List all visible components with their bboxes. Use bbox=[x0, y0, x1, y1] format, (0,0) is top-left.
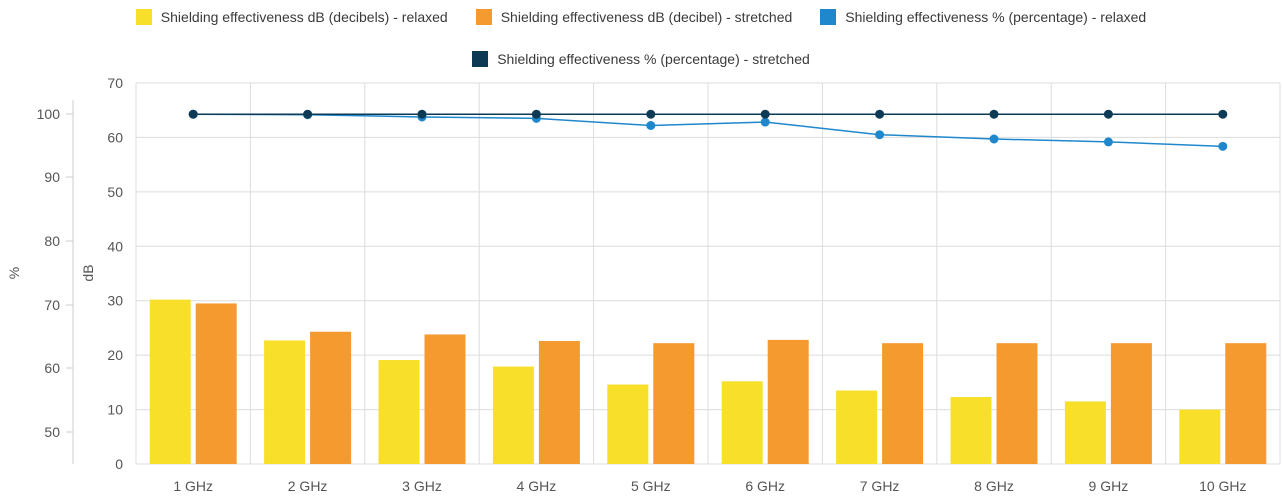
bar-db-stretched-5 bbox=[653, 343, 695, 464]
point-pct-relaxed-9 bbox=[1103, 137, 1113, 147]
point-pct-relaxed-6 bbox=[760, 117, 770, 127]
pct-tick-label-1: 60 bbox=[44, 360, 60, 376]
bar-db-relaxed-6 bbox=[721, 381, 763, 464]
legend-item-db-relaxed[interactable]: Shielding effectiveness dB (decibels) - … bbox=[135, 9, 448, 25]
point-pct-relaxed-7 bbox=[875, 130, 885, 140]
point-pct-relaxed-10 bbox=[1218, 141, 1228, 151]
db-tick-label-3: 30 bbox=[107, 293, 123, 309]
bar-db-relaxed-1 bbox=[149, 299, 191, 464]
legend-label-db-relaxed: Shielding effectiveness dB (decibels) - … bbox=[160, 9, 448, 25]
legend-swatch-db-stretched bbox=[475, 9, 492, 25]
legend-row-1: Shielding effectiveness dB (decibels) - … bbox=[0, 9, 1282, 25]
bar-db-relaxed-5 bbox=[607, 384, 649, 464]
legend-label-pct-stretched: Shielding effectiveness % (percentage) -… bbox=[497, 51, 810, 67]
db-tick-label-1: 10 bbox=[107, 402, 123, 418]
point-pct-stretched-7 bbox=[875, 109, 885, 119]
legend-swatch-pct-stretched bbox=[472, 51, 489, 67]
bar-db-stretched-9 bbox=[1110, 343, 1152, 464]
line-pct-relaxed bbox=[193, 113, 1223, 148]
pct-tick-label-4: 90 bbox=[44, 169, 60, 185]
point-pct-stretched-3 bbox=[417, 109, 427, 119]
bar-db-stretched-2 bbox=[310, 331, 352, 464]
db-tick-label-5: 50 bbox=[107, 184, 123, 200]
legend-swatch-pct-relaxed bbox=[820, 9, 837, 25]
legend-label-pct-relaxed: Shielding effectiveness % (percentage) -… bbox=[845, 9, 1147, 25]
bar-db-relaxed-7 bbox=[836, 390, 878, 464]
x-tick-label-4: 4 GHz bbox=[517, 478, 557, 494]
point-pct-stretched-10 bbox=[1218, 109, 1228, 119]
point-pct-stretched-8 bbox=[989, 109, 999, 119]
pct-tick-label-2: 70 bbox=[44, 297, 60, 313]
bar-db-stretched-6 bbox=[767, 339, 809, 464]
legend-swatch-db-relaxed bbox=[135, 9, 152, 25]
bar-db-relaxed-3 bbox=[378, 360, 420, 464]
x-tick-label-3: 3 GHz bbox=[402, 478, 442, 494]
x-tick-label-10: 10 GHz bbox=[1199, 478, 1246, 494]
x-axis-labels: 1 GHz 2 GHz 3 GHz 4 GHz 5 GHz 6 GHz 7 GHz 8 GHz… bbox=[173, 478, 1246, 494]
pct-tick-label-3: 80 bbox=[44, 233, 60, 249]
lines bbox=[188, 109, 1228, 151]
point-pct-stretched-1 bbox=[188, 109, 198, 119]
db-tick-label-4: 40 bbox=[107, 238, 123, 254]
left-axis-percent: 50 60 70 80 90 100 bbox=[37, 100, 74, 464]
point-pct-relaxed-5 bbox=[646, 121, 656, 130]
right-axis-db: 0 10 20 30 40 50 60 70 bbox=[107, 75, 123, 472]
db-tick-label-7: 70 bbox=[107, 75, 123, 91]
db-tick-label-0: 0 bbox=[115, 456, 123, 472]
point-pct-relaxed-8 bbox=[989, 134, 999, 144]
bar-db-relaxed-2 bbox=[264, 340, 306, 464]
legend-row-2: Shielding effectiveness % (percentage) -… bbox=[0, 51, 1282, 67]
x-tick-label-9: 9 GHz bbox=[1089, 478, 1129, 494]
pct-tick-label-5: 100 bbox=[37, 106, 61, 122]
bar-db-relaxed-8 bbox=[950, 397, 992, 464]
point-pct-stretched-9 bbox=[1103, 109, 1113, 119]
pct-tick-label-0: 50 bbox=[44, 424, 60, 440]
bar-db-stretched-7 bbox=[882, 343, 924, 464]
chart-legend: Shielding effectiveness dB (decibels) - … bbox=[0, 0, 1282, 80]
bar-db-stretched-3 bbox=[424, 334, 466, 464]
legend-item-db-stretched[interactable]: Shielding effectiveness dB (decibel) - s… bbox=[475, 9, 793, 25]
bars bbox=[149, 299, 1267, 464]
bar-db-relaxed-10 bbox=[1179, 409, 1221, 464]
legend-label-db-stretched: Shielding effectiveness dB (decibel) - s… bbox=[500, 9, 793, 25]
x-tick-label-5: 5 GHz bbox=[631, 478, 671, 494]
x-tick-label-1: 1 GHz bbox=[173, 478, 213, 494]
left-axis-title: % bbox=[6, 267, 22, 279]
bar-db-stretched-1 bbox=[195, 303, 237, 464]
bar-db-stretched-8 bbox=[996, 343, 1038, 464]
x-tick-label-8: 8 GHz bbox=[974, 478, 1014, 494]
x-tick-label-2: 2 GHz bbox=[288, 478, 328, 494]
legend-item-pct-relaxed[interactable]: Shielding effectiveness % (percentage) -… bbox=[820, 9, 1146, 25]
right-axis-title: dB bbox=[80, 264, 96, 281]
bar-db-relaxed-9 bbox=[1064, 401, 1106, 464]
bar-db-stretched-4 bbox=[538, 340, 580, 464]
x-tick-label-7: 7 GHz bbox=[860, 478, 900, 494]
bar-db-stretched-10 bbox=[1225, 343, 1267, 464]
db-tick-label-2: 20 bbox=[107, 347, 123, 363]
bar-db-relaxed-4 bbox=[492, 366, 534, 464]
point-pct-stretched-2 bbox=[303, 109, 313, 119]
point-pct-stretched-5 bbox=[646, 109, 656, 119]
point-pct-stretched-4 bbox=[531, 109, 541, 119]
legend-item-pct-stretched[interactable]: Shielding effectiveness % (percentage) -… bbox=[472, 51, 810, 67]
db-tick-label-6: 60 bbox=[107, 129, 123, 145]
x-tick-label-6: 6 GHz bbox=[745, 478, 785, 494]
point-pct-stretched-6 bbox=[760, 109, 770, 119]
